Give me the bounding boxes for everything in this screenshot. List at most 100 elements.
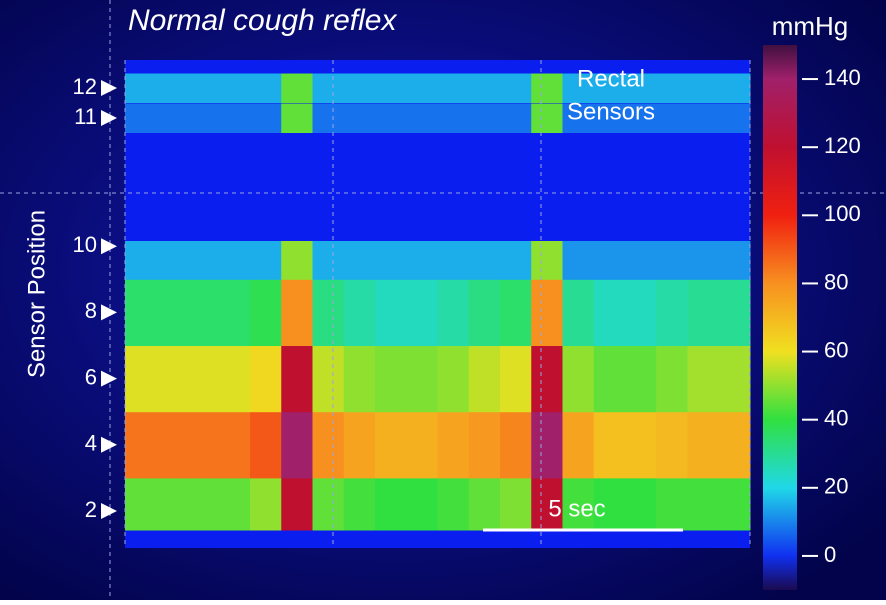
heatmap-cell: [500, 241, 532, 280]
y-tick-label: 6: [85, 364, 97, 389]
y-tick-marker: [101, 110, 117, 126]
heatmap-cell: [625, 345, 657, 413]
heatmap-cell: [375, 103, 407, 133]
scale-bar-label: 5 sec: [548, 495, 605, 522]
heatmap-cell: [687, 73, 720, 103]
heatmap-cell: [593, 477, 626, 531]
heatmap-cell: [156, 477, 188, 531]
heatmap-cell: [437, 279, 470, 346]
heatmap-cell: [281, 103, 313, 133]
heatmap-cell: [468, 73, 501, 103]
heatmap-cell: [343, 279, 376, 346]
chart-title: Normal cough reflex: [128, 4, 397, 37]
heatmap-cell: [281, 279, 313, 346]
heatmap-cell: [218, 279, 251, 346]
heatmap-cell: [187, 345, 220, 413]
heatmap-cell: [437, 411, 470, 479]
heatmap-cell: [375, 241, 407, 280]
heatmap-cell: [281, 345, 313, 413]
heatmap-cell: [500, 73, 532, 103]
heatmap-cell: [718, 73, 751, 103]
heatmap-cell: [593, 411, 626, 479]
heatmap-cell: [187, 411, 220, 479]
colorbar-tick-label: 120: [824, 133, 861, 158]
heatmap-cell: [562, 411, 595, 479]
heatmap-cell: [125, 477, 157, 531]
y-tick-label: 8: [85, 298, 97, 323]
heatmap-cell: [281, 241, 313, 280]
heatmap-cell: [687, 241, 720, 280]
colorbar-tick-label: 0: [824, 542, 836, 567]
heatmap-cell: [531, 345, 563, 413]
y-tick-marker: [101, 503, 117, 519]
heatmap-cell: [375, 73, 407, 103]
heatmap-cell: [531, 241, 563, 280]
heatmap-cell: [687, 103, 720, 133]
heatmap-cell: [687, 477, 720, 531]
heatmap-cell: [187, 73, 220, 103]
y-tick-marker: [101, 238, 117, 255]
heatmap-cell: [406, 411, 438, 479]
heatmap-cell: [218, 103, 251, 133]
heatmap-cell: [468, 411, 501, 479]
heatmap-cell: [593, 103, 626, 133]
heatmap-cell: [500, 345, 532, 413]
y-tick-label: 2: [85, 497, 97, 522]
colorbar-tick-label: 60: [824, 337, 848, 362]
heatmap-cell: [281, 73, 313, 103]
heatmap-cell: [437, 345, 470, 413]
heatmap-cell: [343, 73, 376, 103]
heatmap-cell: [406, 103, 438, 133]
heatmap-cell: [187, 279, 220, 346]
heatmap-cell: [250, 73, 282, 103]
heatmap-cell: [562, 103, 595, 133]
heatmap-cell: [218, 345, 251, 413]
heatmap-cell: [281, 411, 313, 479]
heatmap-cell: [687, 279, 720, 346]
colorbar-tick-label: 40: [824, 406, 848, 431]
heatmap-cell: [531, 103, 563, 133]
heatmap-cell: [468, 477, 501, 531]
heatmap-cell: [343, 345, 376, 413]
heatmap-cell: [718, 345, 751, 413]
heatmap-cell: [250, 279, 282, 346]
y-tick-label: 12: [73, 74, 97, 99]
heatmap-cell: [500, 411, 532, 479]
heatmap-cell: [625, 241, 657, 280]
heatmap-cell: [187, 103, 220, 133]
heatmap-cell: [218, 477, 251, 531]
heatmap-cell: [437, 241, 470, 280]
heatmap-cell: [593, 73, 626, 103]
y-tick-marker: [101, 370, 117, 387]
heatmap-cell: [343, 241, 376, 280]
heatmap-cell: [562, 345, 595, 413]
heatmap-cell: [312, 411, 345, 479]
heatmap-cell: [656, 411, 688, 479]
heatmap-cell: [437, 103, 470, 133]
heatmap-cell: [625, 411, 657, 479]
heatmap-cell: [156, 411, 188, 479]
heatmap-cell: [343, 103, 376, 133]
heatmap-cell: [250, 345, 282, 413]
heatmap-cell: [531, 477, 563, 531]
heatmap-cell: [500, 477, 532, 531]
colorbar-label: mmHg: [772, 11, 849, 41]
heatmap-cell: [656, 103, 688, 133]
heatmap-cell: [125, 345, 157, 413]
heatmap-cell: [156, 103, 188, 133]
heatmap-cell: [718, 279, 751, 346]
y-tick-label: 11: [74, 104, 97, 129]
heatmap-cell: [406, 477, 438, 531]
colorbar: [763, 45, 797, 590]
heatmap-cell: [187, 477, 220, 531]
heatmap-cell: [718, 477, 751, 531]
colorbar-tick-label: 80: [824, 269, 848, 294]
heatmap-cell: [375, 279, 407, 346]
heatmap-cell: [500, 103, 532, 133]
heatmap-cell: [125, 103, 157, 133]
heatmap-cell: [312, 345, 345, 413]
heatmap-cell: [375, 411, 407, 479]
heatmap-cell: [468, 241, 501, 280]
